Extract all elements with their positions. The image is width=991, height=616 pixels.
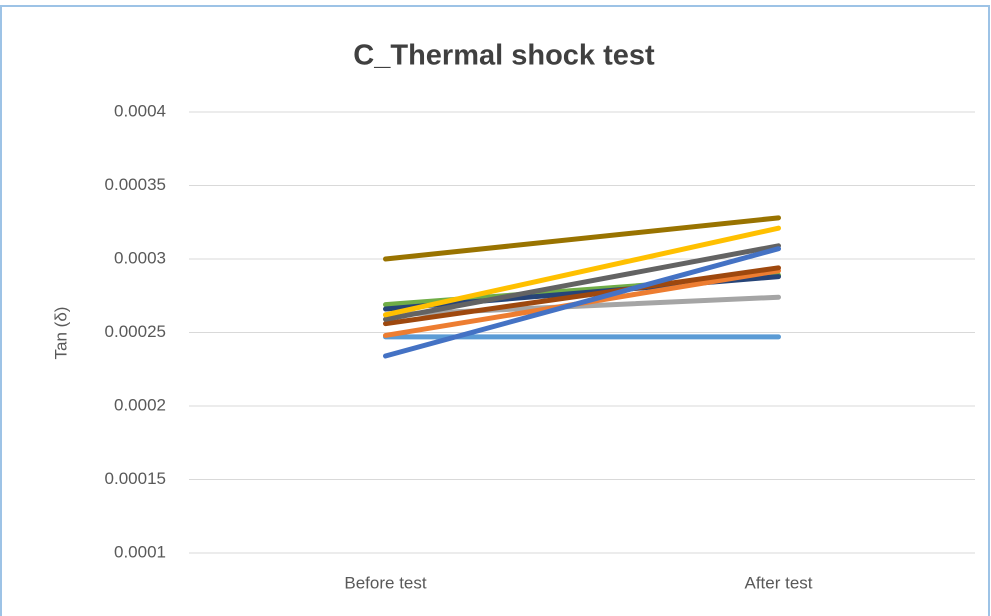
- y-tick-label: 0.00015: [105, 469, 166, 488]
- series-line: [383, 265, 781, 327]
- y-tick-label: 0.00035: [105, 175, 166, 194]
- series-line: [383, 225, 781, 318]
- chart-title: C_Thermal shock test: [353, 40, 655, 72]
- y-tick-label: 0.0001: [114, 542, 166, 561]
- x-tick-label: Before test: [344, 573, 426, 592]
- series-line: [383, 243, 781, 322]
- y-axis-label: Tan (δ): [51, 307, 70, 360]
- y-tick-label: 0.00025: [105, 322, 166, 341]
- y-tick-label: 0.0003: [114, 248, 166, 267]
- lines: [383, 215, 781, 359]
- grid: [189, 111, 975, 554]
- x-tick-label: After test: [744, 573, 812, 592]
- series-line: [383, 215, 781, 262]
- series-line: [383, 246, 781, 359]
- y-tick-label: 0.0002: [114, 395, 166, 414]
- y-tick-label: 0.0004: [114, 101, 166, 120]
